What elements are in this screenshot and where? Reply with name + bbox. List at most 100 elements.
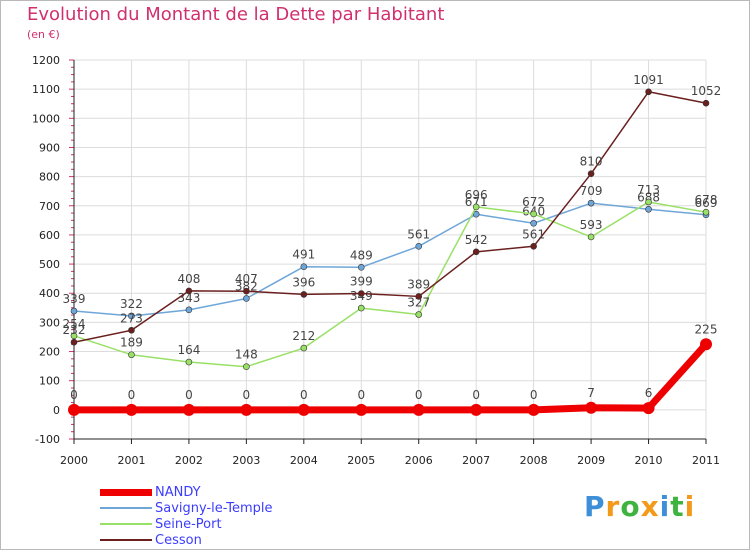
data-point-savigny-le-temple <box>70 307 78 315</box>
data-point-nandy <box>297 403 310 416</box>
legend-item: Savigny-le-Temple <box>100 500 273 516</box>
legend-label: Seine-Port <box>155 516 222 532</box>
data-point-seine-port <box>645 198 652 206</box>
y-tick-label: 400 <box>39 287 60 300</box>
data-point-seine-port <box>185 358 193 366</box>
y-tick-label: 600 <box>39 229 60 242</box>
data-label-nandy: 7 <box>587 386 595 400</box>
legend-swatch <box>100 539 152 541</box>
data-point-savigny-le-temple <box>185 306 193 314</box>
x-tick-label: 2003 <box>232 454 260 467</box>
x-tick-label: 2004 <box>290 454 318 467</box>
data-point-cesson <box>300 291 308 298</box>
data-label-nandy: 0 <box>472 388 480 402</box>
data-label-savigny-le-temple: 671 <box>465 195 488 209</box>
logo-letter: i <box>684 490 696 523</box>
x-tick-label: 2006 <box>405 454 433 467</box>
data-label-seine-port: 212 <box>292 329 315 343</box>
logo-letter: i <box>659 490 671 523</box>
y-tick-label: 200 <box>39 346 60 359</box>
data-point-nandy <box>125 403 138 416</box>
x-tick-label: 2001 <box>117 454 145 467</box>
y-tick-label: 900 <box>39 141 60 154</box>
data-point-savigny-le-temple <box>587 199 595 207</box>
data-point-cesson <box>357 290 365 297</box>
data-point-savigny-le-temple <box>243 295 250 302</box>
y-tick-label: 700 <box>39 200 60 213</box>
y-tick-label: -100 <box>35 433 60 446</box>
data-point-seine-port <box>472 203 480 211</box>
data-point-seine-port <box>702 208 710 216</box>
y-tick-label: 1000 <box>32 112 60 125</box>
data-point-nandy <box>240 403 253 416</box>
data-label-savigny-le-temple: 382 <box>235 279 258 293</box>
data-point-seine-port <box>415 311 423 318</box>
logo-letter: t <box>670 490 685 523</box>
data-point-savigny-le-temple <box>645 205 652 213</box>
logo-letter: r <box>605 490 621 523</box>
data-label-nandy: 0 <box>415 388 423 402</box>
data-label-cesson: 542 <box>465 233 488 247</box>
series-line-savigny-le-temple <box>73 202 707 317</box>
y-tick-label: 800 <box>39 171 60 184</box>
data-point-seine-port <box>128 351 135 359</box>
data-label-seine-port: 593 <box>580 218 603 232</box>
data-label-cesson: 1052 <box>691 84 722 98</box>
data-point-cesson <box>587 170 595 177</box>
legend-swatch <box>100 488 152 496</box>
data-point-cesson <box>415 293 423 300</box>
data-label-nandy: 0 <box>185 388 193 402</box>
logo-letter: x <box>640 490 660 523</box>
data-label-nandy: 0 <box>530 388 538 402</box>
data-label-savigny-le-temple: 322 <box>120 297 143 311</box>
legend-label: Savigny-le-Temple <box>155 500 273 516</box>
data-label-seine-port: 672 <box>522 195 545 209</box>
logo-letter: o <box>620 490 641 523</box>
data-point-savigny-le-temple <box>530 219 537 227</box>
data-label-seine-port: 678 <box>695 193 718 207</box>
data-label-cesson: 396 <box>292 275 315 289</box>
y-tick-label: 0 <box>53 404 60 417</box>
x-tick-label: 2010 <box>635 454 663 467</box>
legend-swatch <box>100 507 152 509</box>
data-point-nandy <box>412 403 425 416</box>
data-label-cesson: 399 <box>350 275 373 289</box>
y-tick-label: 1100 <box>32 83 60 96</box>
data-point-cesson <box>702 99 710 107</box>
data-label-seine-port: 713 <box>637 183 660 197</box>
data-point-seine-port <box>357 304 365 312</box>
data-label-nandy: 0 <box>243 388 251 402</box>
data-point-savigny-le-temple <box>415 242 423 250</box>
data-label-savigny-le-temple: 561 <box>407 227 430 241</box>
series-line-seine-port <box>73 201 707 368</box>
data-point-nandy <box>182 403 195 416</box>
data-point-cesson <box>185 287 193 295</box>
chart-subtitle: (en €) <box>27 28 60 41</box>
data-point-nandy <box>355 403 368 416</box>
y-tick-label: 300 <box>39 316 60 329</box>
data-label-cesson: 810 <box>580 155 603 169</box>
data-label-seine-port: 189 <box>120 336 143 350</box>
data-point-seine-port <box>530 210 537 218</box>
data-label-savigny-le-temple: 489 <box>350 248 373 262</box>
data-label-seine-port: 148 <box>235 348 258 362</box>
x-tick-label: 2011 <box>692 454 720 467</box>
proxiti-logo: Proxiti <box>584 490 695 523</box>
data-point-cesson <box>645 88 652 96</box>
data-point-cesson <box>70 338 78 346</box>
data-label-nandy: 0 <box>300 388 308 402</box>
data-label-savigny-le-temple: 709 <box>580 184 603 198</box>
data-point-seine-port <box>243 363 250 370</box>
x-tick-label: 2005 <box>347 454 375 467</box>
data-label-cesson: 389 <box>407 277 430 291</box>
data-point-savigny-le-temple <box>357 263 365 271</box>
data-label-seine-port: 164 <box>177 343 200 357</box>
legend-item: NANDY <box>100 484 273 500</box>
data-label-cesson: 408 <box>177 272 200 286</box>
y-tick-label: 500 <box>39 258 60 271</box>
data-point-cesson <box>472 248 480 256</box>
data-label-savigny-le-temple: 339 <box>63 292 86 306</box>
series-line-nandy <box>74 341 709 414</box>
